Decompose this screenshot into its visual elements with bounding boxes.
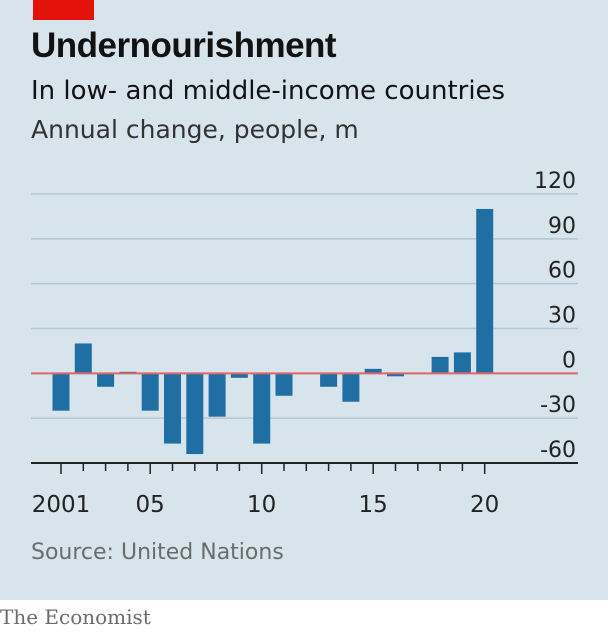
bar-2015 bbox=[364, 368, 382, 374]
bar-2010 bbox=[253, 373, 271, 444]
y-tick-label: -30 bbox=[540, 393, 576, 418]
bar-2002 bbox=[74, 343, 92, 374]
bar-2006 bbox=[164, 373, 181, 444]
bar-2013 bbox=[320, 373, 338, 387]
bar-2019 bbox=[453, 352, 471, 374]
chart-title: Undernourishment bbox=[31, 26, 337, 65]
bar-2005 bbox=[141, 373, 159, 411]
bar-2016 bbox=[387, 373, 404, 377]
bars bbox=[52, 208, 494, 455]
bar-2008 bbox=[208, 373, 226, 417]
bar-2003 bbox=[97, 373, 115, 387]
x-tick-label: 05 bbox=[136, 492, 165, 518]
y-tick-label: 90 bbox=[548, 214, 576, 239]
y-axis-labels: 120 90 60 30 0 -30 -60 bbox=[534, 169, 576, 463]
bar-2018 bbox=[431, 356, 449, 374]
x-tick-label: 2001 bbox=[32, 492, 91, 518]
chart-panel bbox=[0, 0, 608, 600]
x-tick-label: 20 bbox=[470, 492, 499, 518]
source-note: Source: United Nations bbox=[31, 540, 284, 565]
bar-2001 bbox=[52, 373, 70, 411]
bar-2009 bbox=[230, 373, 248, 378]
y-tick-label: 0 bbox=[562, 348, 576, 373]
chart-subtitle: In low- and middle-income countries bbox=[31, 76, 506, 106]
y-tick-label: 60 bbox=[548, 259, 576, 284]
chart-unit-label: Annual change, people, m bbox=[31, 115, 359, 144]
x-tick-label: 10 bbox=[247, 492, 276, 518]
publisher-logo: The Economist bbox=[0, 605, 151, 629]
bar-2020 bbox=[476, 208, 494, 374]
bar-2007 bbox=[186, 373, 204, 455]
y-tick-label: 30 bbox=[548, 304, 576, 329]
brand-red-tag bbox=[33, 0, 94, 20]
x-axis: 2001 05 10 15 20 bbox=[31, 462, 578, 518]
bar-2014 bbox=[342, 373, 360, 402]
y-tick-label: 120 bbox=[534, 169, 576, 194]
bar-2011 bbox=[275, 373, 293, 396]
x-tick-label: 15 bbox=[359, 492, 388, 518]
bar-chart: 120 90 60 30 0 -30 -60 2001 05 10 15 20 bbox=[31, 169, 578, 518]
y-tick-label: -60 bbox=[540, 438, 576, 463]
